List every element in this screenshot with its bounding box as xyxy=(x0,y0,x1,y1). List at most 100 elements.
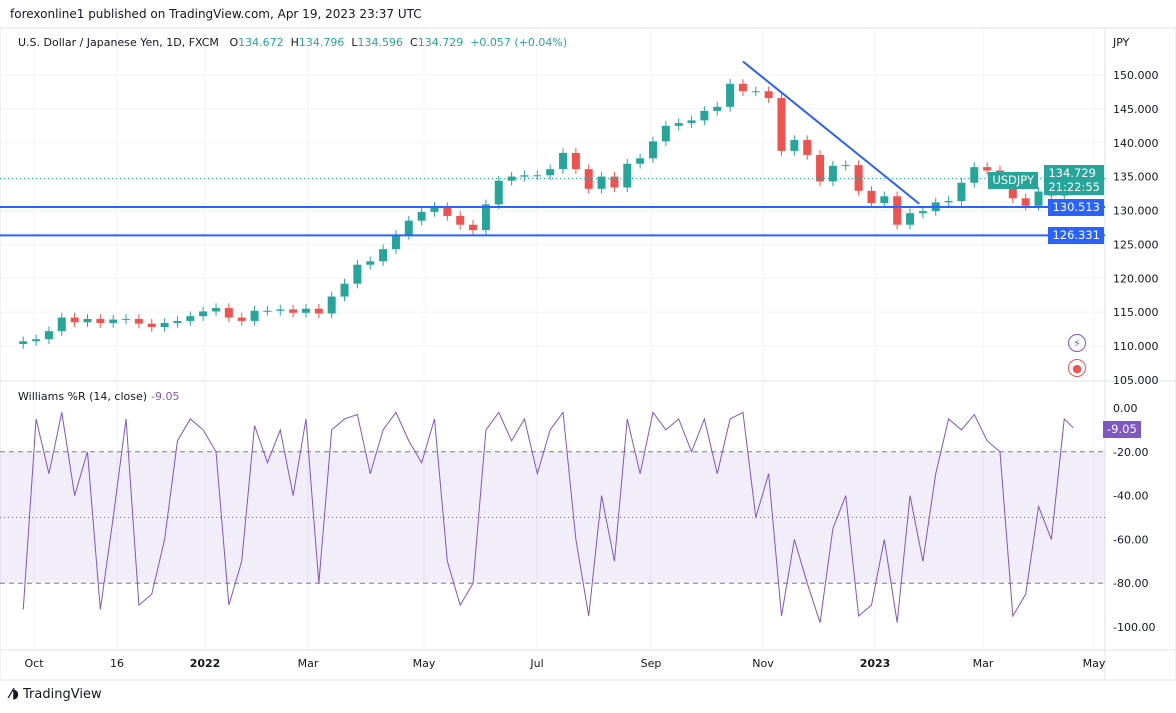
candle xyxy=(661,125,670,142)
candle xyxy=(546,169,555,176)
candle xyxy=(906,213,915,225)
candle xyxy=(1034,191,1043,206)
symbol-tag: USDJPY xyxy=(988,172,1038,189)
candle xyxy=(597,176,606,189)
candle xyxy=(918,211,927,214)
candle xyxy=(160,322,169,328)
candle xyxy=(430,207,439,212)
price-tick-label: 110.000 xyxy=(1113,340,1159,353)
low-value: 134.596 xyxy=(357,36,404,49)
price-tick-label: 120.000 xyxy=(1113,272,1159,285)
candle xyxy=(122,318,131,320)
candle xyxy=(417,211,426,221)
currency-label: JPY xyxy=(1112,36,1130,49)
close-value: 134.729 xyxy=(417,36,464,49)
price-tick-label: 115.000 xyxy=(1113,306,1159,319)
level2-tag: 126.331 xyxy=(1048,227,1104,244)
published-caption: forexonline1 published on TradingView.co… xyxy=(10,7,422,21)
candle xyxy=(173,320,182,323)
candle xyxy=(957,182,966,202)
candle xyxy=(147,323,156,328)
wr-tick-label: -60.00 xyxy=(1113,533,1148,546)
high-value: 134.796 xyxy=(298,36,345,49)
candle xyxy=(44,331,53,340)
candle xyxy=(623,163,632,188)
candle xyxy=(237,317,246,321)
candle xyxy=(944,201,953,203)
candle xyxy=(571,152,580,170)
candle xyxy=(726,83,735,107)
candle xyxy=(96,318,105,323)
open-label: O xyxy=(229,36,239,49)
candle xyxy=(19,341,28,344)
candle xyxy=(610,176,619,188)
candle xyxy=(224,308,233,318)
candle xyxy=(520,175,529,177)
candle xyxy=(289,309,298,313)
last-price: 134.729 xyxy=(1048,166,1096,180)
wr-line xyxy=(22,411,1074,623)
price-tick-label: 135.000 xyxy=(1113,171,1159,184)
candle xyxy=(854,165,863,191)
level1-tag: 130.513 xyxy=(1048,199,1104,216)
price-tick-label: 145.000 xyxy=(1113,103,1159,116)
candle xyxy=(880,196,889,204)
price-tick-label: 140.000 xyxy=(1113,137,1159,150)
change-value: +0.057 (+0.04%) xyxy=(470,36,568,49)
candle xyxy=(751,91,760,93)
candle xyxy=(340,283,349,297)
wr-tick-label: -80.00 xyxy=(1113,577,1148,590)
wr-value-tag: -9.05 xyxy=(1103,421,1141,438)
time-tick-label: Oct xyxy=(24,657,44,670)
candle xyxy=(1021,198,1030,206)
time-tick-label: Mar xyxy=(298,657,319,670)
candle xyxy=(494,180,503,205)
last-price-tag: 134.729 21:22:55 xyxy=(1044,165,1104,195)
candle xyxy=(276,309,285,311)
tradingview-logo: ⁄◗ TradingView xyxy=(10,687,102,702)
wr-label: Williams %R (14, close) xyxy=(18,390,148,403)
candle xyxy=(134,318,143,324)
price-tick-label: 130.000 xyxy=(1113,205,1159,218)
record-icon[interactable]: ● xyxy=(1068,359,1086,377)
candle xyxy=(687,120,696,124)
open-value: 134.672 xyxy=(238,36,284,49)
wr-tick-label: -20.00 xyxy=(1113,446,1148,459)
time-tick-label: Sep xyxy=(641,657,662,670)
time-tick-label: Nov xyxy=(752,657,774,670)
time-tick-label: 2023 xyxy=(860,657,891,670)
time-tick-label: 2022 xyxy=(190,657,221,670)
candle xyxy=(841,165,850,167)
candle xyxy=(366,261,375,265)
candle xyxy=(263,310,272,312)
symbol-name: U.S. Dollar / Japanese Yen, 1D, FXCM xyxy=(18,36,219,49)
low-label: L xyxy=(351,36,358,49)
logo-icon: ⁄◗ xyxy=(10,687,20,702)
candle xyxy=(70,317,79,323)
candle xyxy=(738,83,747,92)
candle xyxy=(379,249,388,262)
candle xyxy=(301,308,310,313)
candle xyxy=(507,176,516,181)
lightning-icon[interactable]: ⚡ xyxy=(1068,334,1086,352)
candle xyxy=(828,165,837,182)
candle xyxy=(32,339,41,342)
candle xyxy=(186,316,195,321)
candle xyxy=(893,196,902,225)
price-tick-label: 105.000 xyxy=(1113,374,1159,387)
candle xyxy=(83,318,92,323)
candle xyxy=(353,264,362,284)
candle xyxy=(327,296,336,314)
candle xyxy=(764,91,773,99)
candle xyxy=(648,141,657,159)
candle xyxy=(674,123,683,126)
candle xyxy=(867,190,876,204)
candle xyxy=(391,234,400,250)
candle xyxy=(57,317,66,332)
candle xyxy=(713,106,722,111)
close-label: C xyxy=(410,36,418,49)
candle xyxy=(469,224,478,231)
candle xyxy=(584,169,593,189)
